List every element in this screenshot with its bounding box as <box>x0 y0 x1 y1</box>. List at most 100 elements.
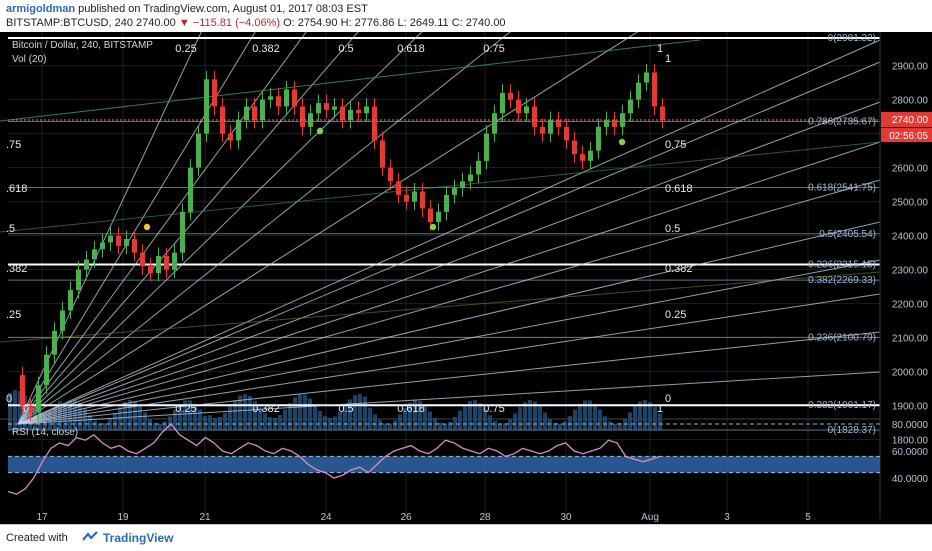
candle-body <box>572 140 577 155</box>
author-link[interactable]: armigoldman <box>6 3 76 15</box>
price-tick: 2200.00 <box>892 300 929 311</box>
price-tick: 2500.00 <box>892 198 929 209</box>
candle-body <box>516 99 521 114</box>
candle-body <box>484 133 489 161</box>
volume-bar <box>263 413 267 430</box>
volume-bar <box>528 400 532 430</box>
volume-bar <box>393 420 397 430</box>
trend-line <box>0 141 881 233</box>
gann-fan-line <box>17 293 881 425</box>
volume-bar <box>523 402 527 430</box>
volume-bar <box>123 402 127 430</box>
time-tick: 24 <box>320 512 332 523</box>
time-axis[interactable]: 17 19 21 24 26 28 30 Aug 3 5 <box>36 512 811 523</box>
candle-body <box>308 113 313 127</box>
candle-body <box>124 239 129 246</box>
legend-title: Bitcoin / Dollar, 240, BITSTAMP <box>12 40 153 51</box>
volume-bar <box>613 423 617 430</box>
volume-bar <box>283 409 287 430</box>
gann-fan-line <box>17 23 431 425</box>
gann-bottom-label: 0.382 <box>252 403 280 415</box>
gann-left-label: .618 <box>6 183 27 195</box>
time-tick: 3 <box>724 512 730 523</box>
price-tick: 2600.00 <box>892 164 929 175</box>
candle-body <box>60 310 65 331</box>
candle-body <box>204 79 209 134</box>
candle-body <box>492 113 497 134</box>
volume-bar <box>173 409 177 430</box>
candle-body <box>20 375 25 406</box>
volume-bar <box>508 419 512 430</box>
price-tick: 2400.00 <box>892 232 929 243</box>
fib-level-label: 0.618(2541.75) <box>808 182 876 193</box>
fib-level-label: 0.5(2405.54) <box>819 229 876 240</box>
candle-body <box>108 235 113 243</box>
volume-bar <box>83 408 87 430</box>
candle-body <box>620 113 625 127</box>
volume-bar <box>608 421 612 430</box>
volume-bar <box>128 400 132 430</box>
volume-bar <box>398 414 402 430</box>
volume-bar <box>93 420 97 430</box>
volume-bar <box>298 394 302 430</box>
volume-bar <box>453 417 457 430</box>
time-tick: 28 <box>479 512 491 523</box>
candle-body <box>468 174 473 182</box>
candle-body <box>500 92 505 114</box>
candle-body <box>612 120 617 127</box>
volume-bar <box>98 423 102 430</box>
gann-fan[interactable] <box>0 23 881 425</box>
price-change: −115.81 (−4.06%) <box>192 17 281 29</box>
candle-body <box>52 330 57 355</box>
volume-bar <box>228 406 232 430</box>
volume-bar <box>213 417 217 430</box>
volume-bar <box>588 400 592 430</box>
volume-bar <box>618 422 622 430</box>
pivot-marker <box>143 223 151 231</box>
rsi-pane[interactable]: 80.0000 60.0000 40.0000 <box>7 420 929 495</box>
volume-bar <box>653 407 657 430</box>
time-tick: 26 <box>400 512 412 523</box>
candle-body <box>140 252 145 267</box>
volume-bar <box>538 406 542 430</box>
volume-bar <box>338 411 342 430</box>
price-tick: 2100.00 <box>892 334 929 345</box>
gann-fan-line <box>17 23 521 425</box>
footer: Created with TradingView <box>0 524 932 551</box>
chart-header: armigoldman published on TradingView.com… <box>0 0 932 32</box>
volume-bar <box>138 405 142 430</box>
candle-body <box>388 167 393 182</box>
gann-top-label: 0.25 <box>175 43 196 55</box>
candle-body <box>428 208 433 223</box>
candlesticks <box>20 63 665 421</box>
gann-fan-line <box>17 141 881 425</box>
volume-bar <box>603 416 607 430</box>
candle-body <box>460 181 465 189</box>
rsi-axis-tick: 40.0000 <box>892 474 929 485</box>
candle-body <box>628 99 633 114</box>
volume-bar <box>8 392 12 430</box>
chart-canvas[interactable]: 0(2981.32) 0.786(2735.67) 0.618(2541.75) 0.… <box>0 23 932 524</box>
candle-body <box>68 290 73 311</box>
gann-fan-line <box>17 331 881 425</box>
open-value: O: 2754.90 <box>283 17 338 29</box>
gann-left-label: .25 <box>6 309 21 321</box>
volume-bar <box>68 400 72 430</box>
candle-body <box>580 154 585 161</box>
candle-body <box>452 188 457 195</box>
candle-body <box>148 266 153 274</box>
volume-bar <box>383 423 387 430</box>
price-axis[interactable]: 2900.002800.002700.002600.002500.002400.… <box>8 32 932 519</box>
down-arrow-icon: ▼ <box>178 17 190 29</box>
fib-level-label: 0.236(2100.79) <box>808 332 876 343</box>
candle-body <box>340 106 345 121</box>
time-tick: 21 <box>199 512 211 523</box>
gann-left-label: 0 <box>6 393 12 405</box>
chart-area[interactable]: 0(2981.32) 0.786(2735.67) 0.618(2541.75) 0.… <box>0 23 932 524</box>
candle-body <box>532 106 537 127</box>
candle-body <box>556 120 561 127</box>
brand-link[interactable]: TradingView <box>103 531 174 545</box>
candle-body <box>364 106 369 114</box>
volume-bar <box>638 401 642 430</box>
fib-level-label: 0.236(2315.15) <box>808 259 876 270</box>
